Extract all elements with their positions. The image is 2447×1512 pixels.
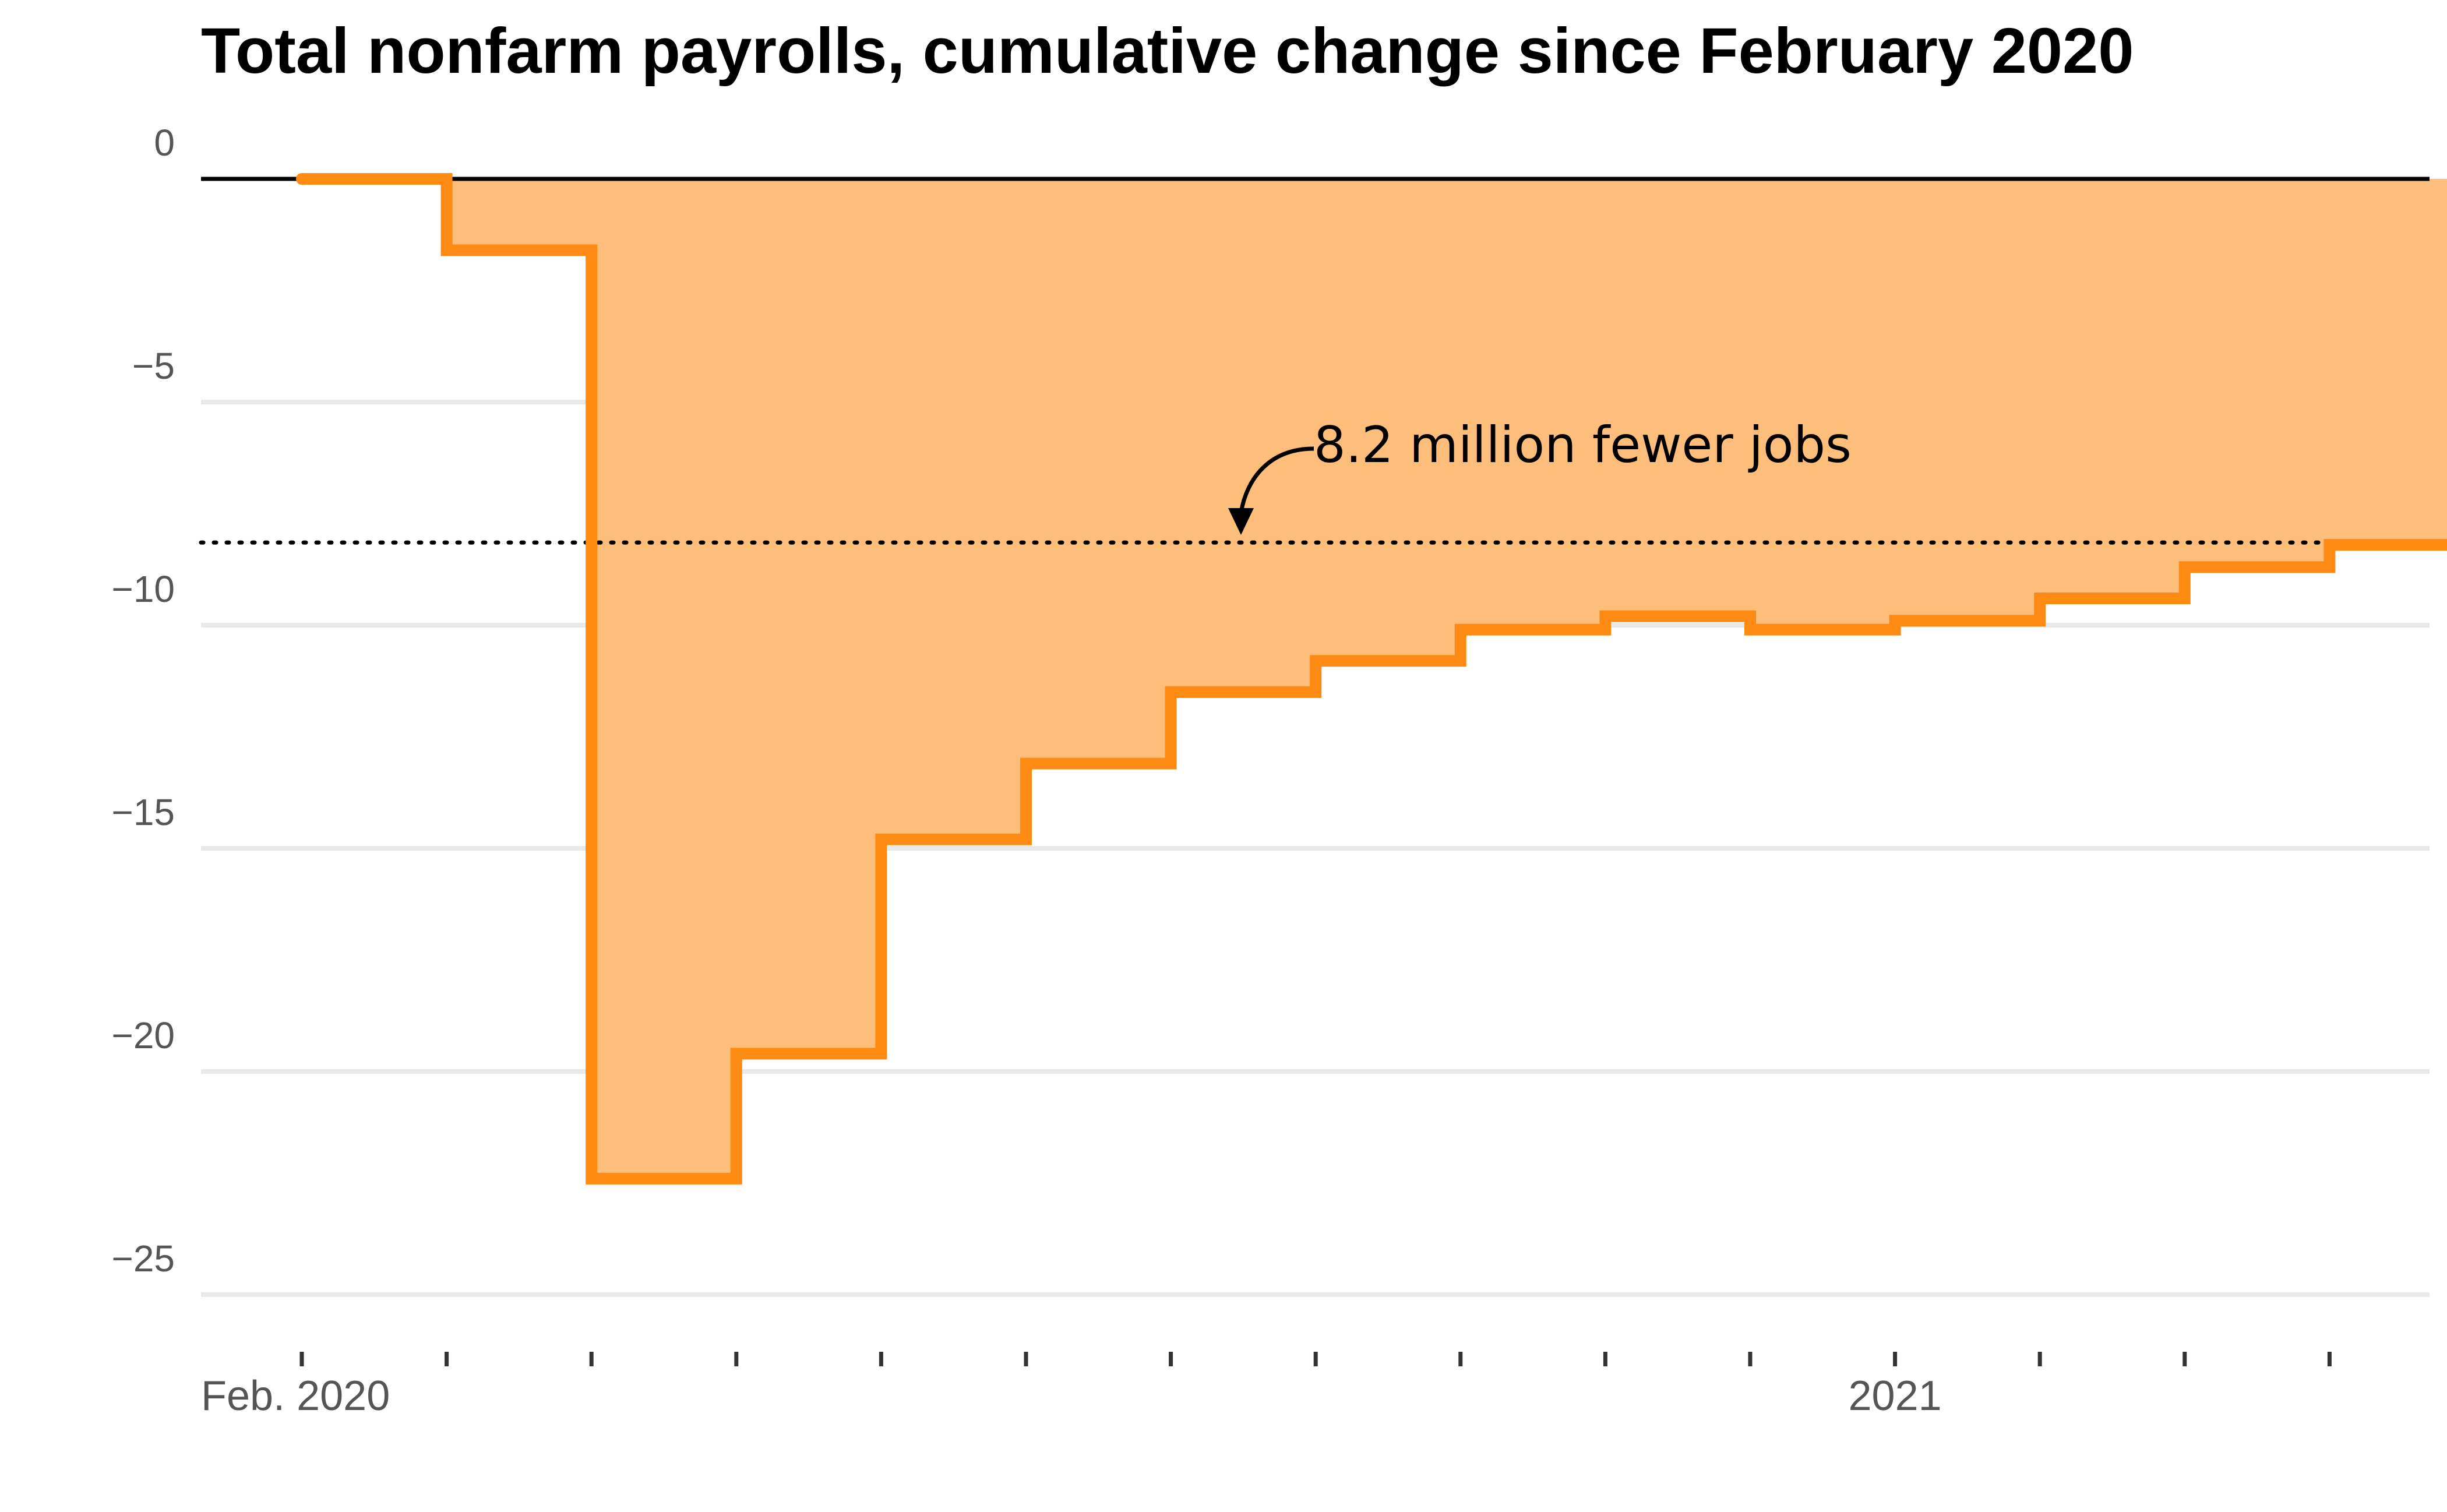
x-axis: Feb. 2020 2021 (201, 1352, 2332, 1419)
x-tick-label: Feb. 2020 (201, 1373, 390, 1419)
y-tick-label: −5 (132, 345, 175, 387)
annotation-arrowhead (1228, 508, 1254, 535)
series-line (296, 173, 2447, 1185)
plot-area (199, 173, 2447, 1185)
x-tick-label: 2021 (1849, 1373, 1942, 1419)
chart-title: Total nonfarm payrolls, cumulative chang… (201, 15, 2134, 87)
y-tick-label: −20 (111, 1014, 175, 1056)
y-tick-label: 0 (154, 122, 175, 164)
y-axis: 0 −5 −10 −15 −20 −25 (111, 122, 175, 1280)
y-tick-label: −15 (111, 791, 175, 833)
y-tick-label: −25 (111, 1238, 175, 1280)
annotation-group: 8.2 million fewer jobs (1228, 416, 1852, 535)
y-tick-label: −10 (111, 568, 175, 610)
annotation-arrow (1239, 446, 1314, 513)
annotation-text: 8.2 million fewer jobs (1314, 416, 1852, 474)
area-fill (302, 179, 2447, 1179)
